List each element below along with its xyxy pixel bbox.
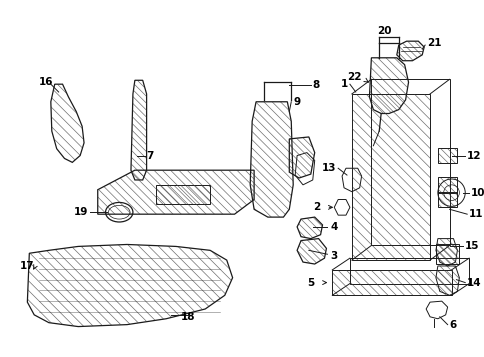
Text: 4: 4 — [330, 222, 337, 232]
Text: 18: 18 — [181, 312, 195, 322]
Text: 16: 16 — [39, 77, 54, 87]
Text: 14: 14 — [466, 278, 481, 288]
Text: 12: 12 — [466, 151, 481, 161]
Text: 9: 9 — [293, 97, 300, 107]
Text: 10: 10 — [470, 188, 484, 198]
Text: 6: 6 — [449, 320, 456, 330]
Text: 19: 19 — [74, 207, 88, 217]
Text: 7: 7 — [146, 151, 153, 161]
Text: 15: 15 — [464, 241, 479, 251]
Text: 21: 21 — [426, 38, 441, 48]
Text: 5: 5 — [307, 278, 314, 288]
Text: 20: 20 — [376, 26, 391, 36]
Text: 22: 22 — [347, 72, 361, 82]
Text: 13: 13 — [321, 163, 335, 173]
Text: 1: 1 — [340, 79, 347, 89]
Text: 11: 11 — [468, 209, 483, 219]
Text: 17: 17 — [19, 261, 34, 271]
Text: 2: 2 — [313, 202, 320, 212]
Text: 8: 8 — [312, 80, 319, 90]
Text: 3: 3 — [330, 251, 337, 261]
